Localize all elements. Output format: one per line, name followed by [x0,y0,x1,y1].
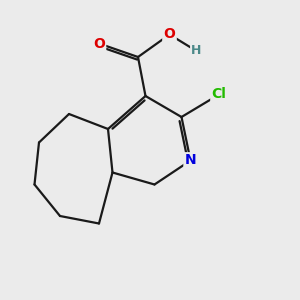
Text: H: H [191,44,202,58]
Text: Cl: Cl [212,88,226,101]
Text: O: O [164,28,175,41]
Text: O: O [93,37,105,50]
Text: N: N [185,154,196,167]
